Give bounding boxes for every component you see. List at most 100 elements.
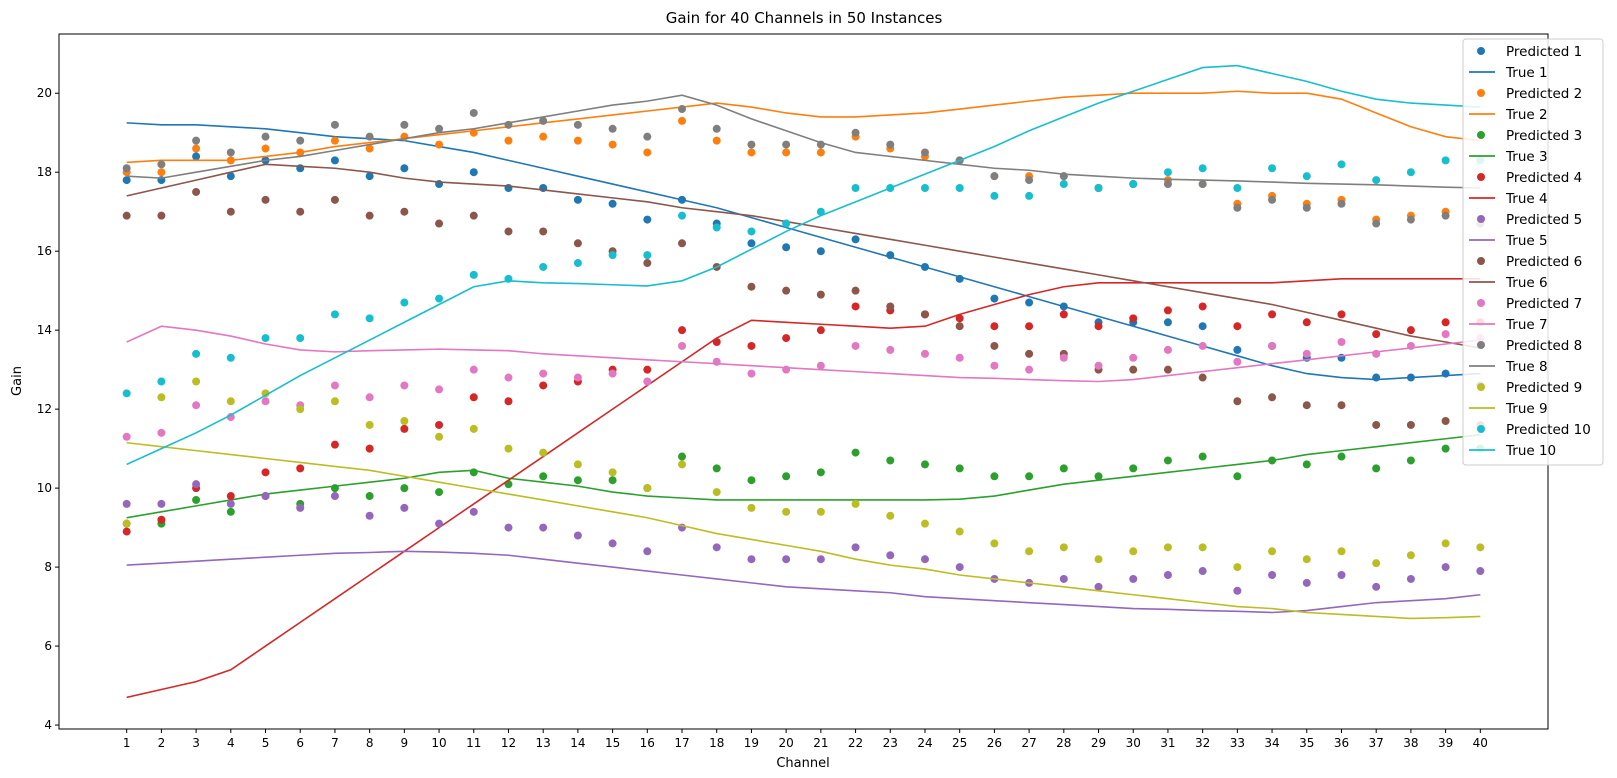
predicted-6-point	[1406, 420, 1415, 429]
legend-predicted-10-marker	[1477, 425, 1485, 433]
predicted-5-point	[1372, 582, 1381, 591]
x-tick-label: 12	[501, 736, 516, 750]
predicted-4-point	[747, 341, 756, 350]
predicted-1-point	[226, 172, 235, 181]
predicted-4-point	[435, 420, 444, 429]
true-4-line	[126, 278, 1481, 699]
x-tick-label: 9	[401, 736, 409, 750]
predicted-5-point	[920, 555, 929, 564]
predicted-1-point	[400, 164, 409, 173]
predicted-3-point	[1163, 456, 1172, 465]
predicted-10-point	[990, 191, 999, 200]
legend-predicted-5-marker	[1477, 215, 1485, 223]
predicted-3-point	[1302, 460, 1311, 469]
predicted-8-point	[1337, 199, 1346, 208]
predicted-9-point	[747, 503, 756, 512]
predicted-4-point	[816, 326, 825, 335]
predicted-6-point	[330, 195, 339, 204]
predicted-10-point	[1441, 156, 1450, 165]
predicted-4-point	[1094, 322, 1103, 331]
predicted-5-point	[400, 503, 409, 512]
legend-predicted-7-label: Predicted 7	[1506, 296, 1582, 312]
predicted-7-point	[539, 369, 548, 378]
predicted-3-point	[1094, 472, 1103, 481]
predicted-5-point	[1094, 582, 1103, 591]
predicted-1-point	[1163, 318, 1172, 327]
legend-true-5-label: True 5	[1505, 233, 1548, 249]
legend-true-6-label: True 6	[1505, 275, 1548, 291]
predicted-9-point	[1302, 555, 1311, 564]
predicted-3-point	[920, 460, 929, 469]
predicted-10-point	[573, 259, 582, 268]
predicted-7-point	[122, 432, 131, 441]
predicted-6-point	[816, 290, 825, 299]
predicted-8-point	[365, 132, 374, 141]
predicted-1-point	[192, 152, 201, 161]
y-axis-label: Gain	[10, 366, 25, 396]
predicted-10-point	[192, 349, 201, 358]
predicted-4-point	[400, 424, 409, 433]
x-tick-label: 21	[813, 736, 828, 750]
predicted-9-point	[643, 484, 652, 493]
predicted-1-point	[990, 294, 999, 303]
legend-true-3-label: True 3	[1505, 149, 1548, 165]
predicted-10-point	[330, 310, 339, 319]
predicted-9-point	[955, 527, 964, 536]
predicted-5-point	[122, 499, 131, 508]
x-tick-label: 5	[262, 736, 270, 750]
predicted-6-point	[643, 259, 652, 268]
predicted-7-point	[1025, 365, 1034, 374]
predicted-4-point	[1372, 330, 1381, 339]
legend-predicted-5-label: Predicted 5	[1506, 212, 1582, 228]
predicted-9-point	[1476, 543, 1485, 552]
predicted-5-point	[886, 551, 895, 560]
predicted-8-point	[1268, 195, 1277, 204]
predicted-9-point	[365, 420, 374, 429]
predicted-3-point	[851, 448, 860, 457]
predicted-2-point	[435, 140, 444, 149]
predicted-5-point	[435, 519, 444, 528]
predicted-7-point	[851, 341, 860, 350]
predicted-2-point	[816, 148, 825, 157]
predicted-2-point	[643, 148, 652, 157]
x-tick-label: 37	[1369, 736, 1384, 750]
predicted-5-point	[747, 555, 756, 564]
predicted-8-point	[643, 132, 652, 141]
predicted-8-point	[261, 132, 270, 141]
predicted-6-point	[400, 207, 409, 216]
predicted-9-point	[1059, 543, 1068, 552]
x-tick-label: 6	[296, 736, 304, 750]
predicted-6-point	[678, 239, 687, 248]
predicted-10-point	[678, 211, 687, 220]
predicted-9-point	[573, 460, 582, 469]
predicted-5-point	[1268, 570, 1277, 579]
predicted-9-point	[1337, 547, 1346, 556]
legend-predicted-3-label: Predicted 3	[1506, 128, 1582, 144]
predicted-3-point	[608, 476, 617, 485]
true-6-line	[126, 163, 1481, 349]
predicted-10-point	[1337, 160, 1346, 169]
predicted-5-point	[296, 503, 305, 512]
predicted-7-point	[678, 341, 687, 350]
x-tick-label: 31	[1160, 736, 1175, 750]
predicted-10-point	[955, 184, 964, 193]
series-4	[122, 278, 1485, 699]
predicted-1-point	[1372, 373, 1381, 382]
predicted-7-point	[1441, 330, 1450, 339]
predicted-7-point	[1059, 353, 1068, 362]
predicted-9-point	[920, 519, 929, 528]
y-tick-label: 10	[37, 481, 52, 495]
predicted-9-point	[504, 444, 513, 453]
predicted-3-point	[435, 488, 444, 497]
predicted-4-point	[1025, 322, 1034, 331]
legend: Predicted 1 True 1 Predicted 2 True 2 Predic…	[1462, 38, 1604, 466]
predicted-8-point	[1025, 176, 1034, 185]
predicted-6-point	[1268, 393, 1277, 402]
predicted-2-point	[608, 140, 617, 149]
predicted-4-point	[226, 492, 235, 501]
predicted-5-point	[712, 543, 721, 552]
predicted-9-point	[435, 432, 444, 441]
predicted-8-point	[122, 164, 131, 173]
predicted-8-point	[1302, 203, 1311, 212]
predicted-6-point	[1025, 349, 1034, 358]
